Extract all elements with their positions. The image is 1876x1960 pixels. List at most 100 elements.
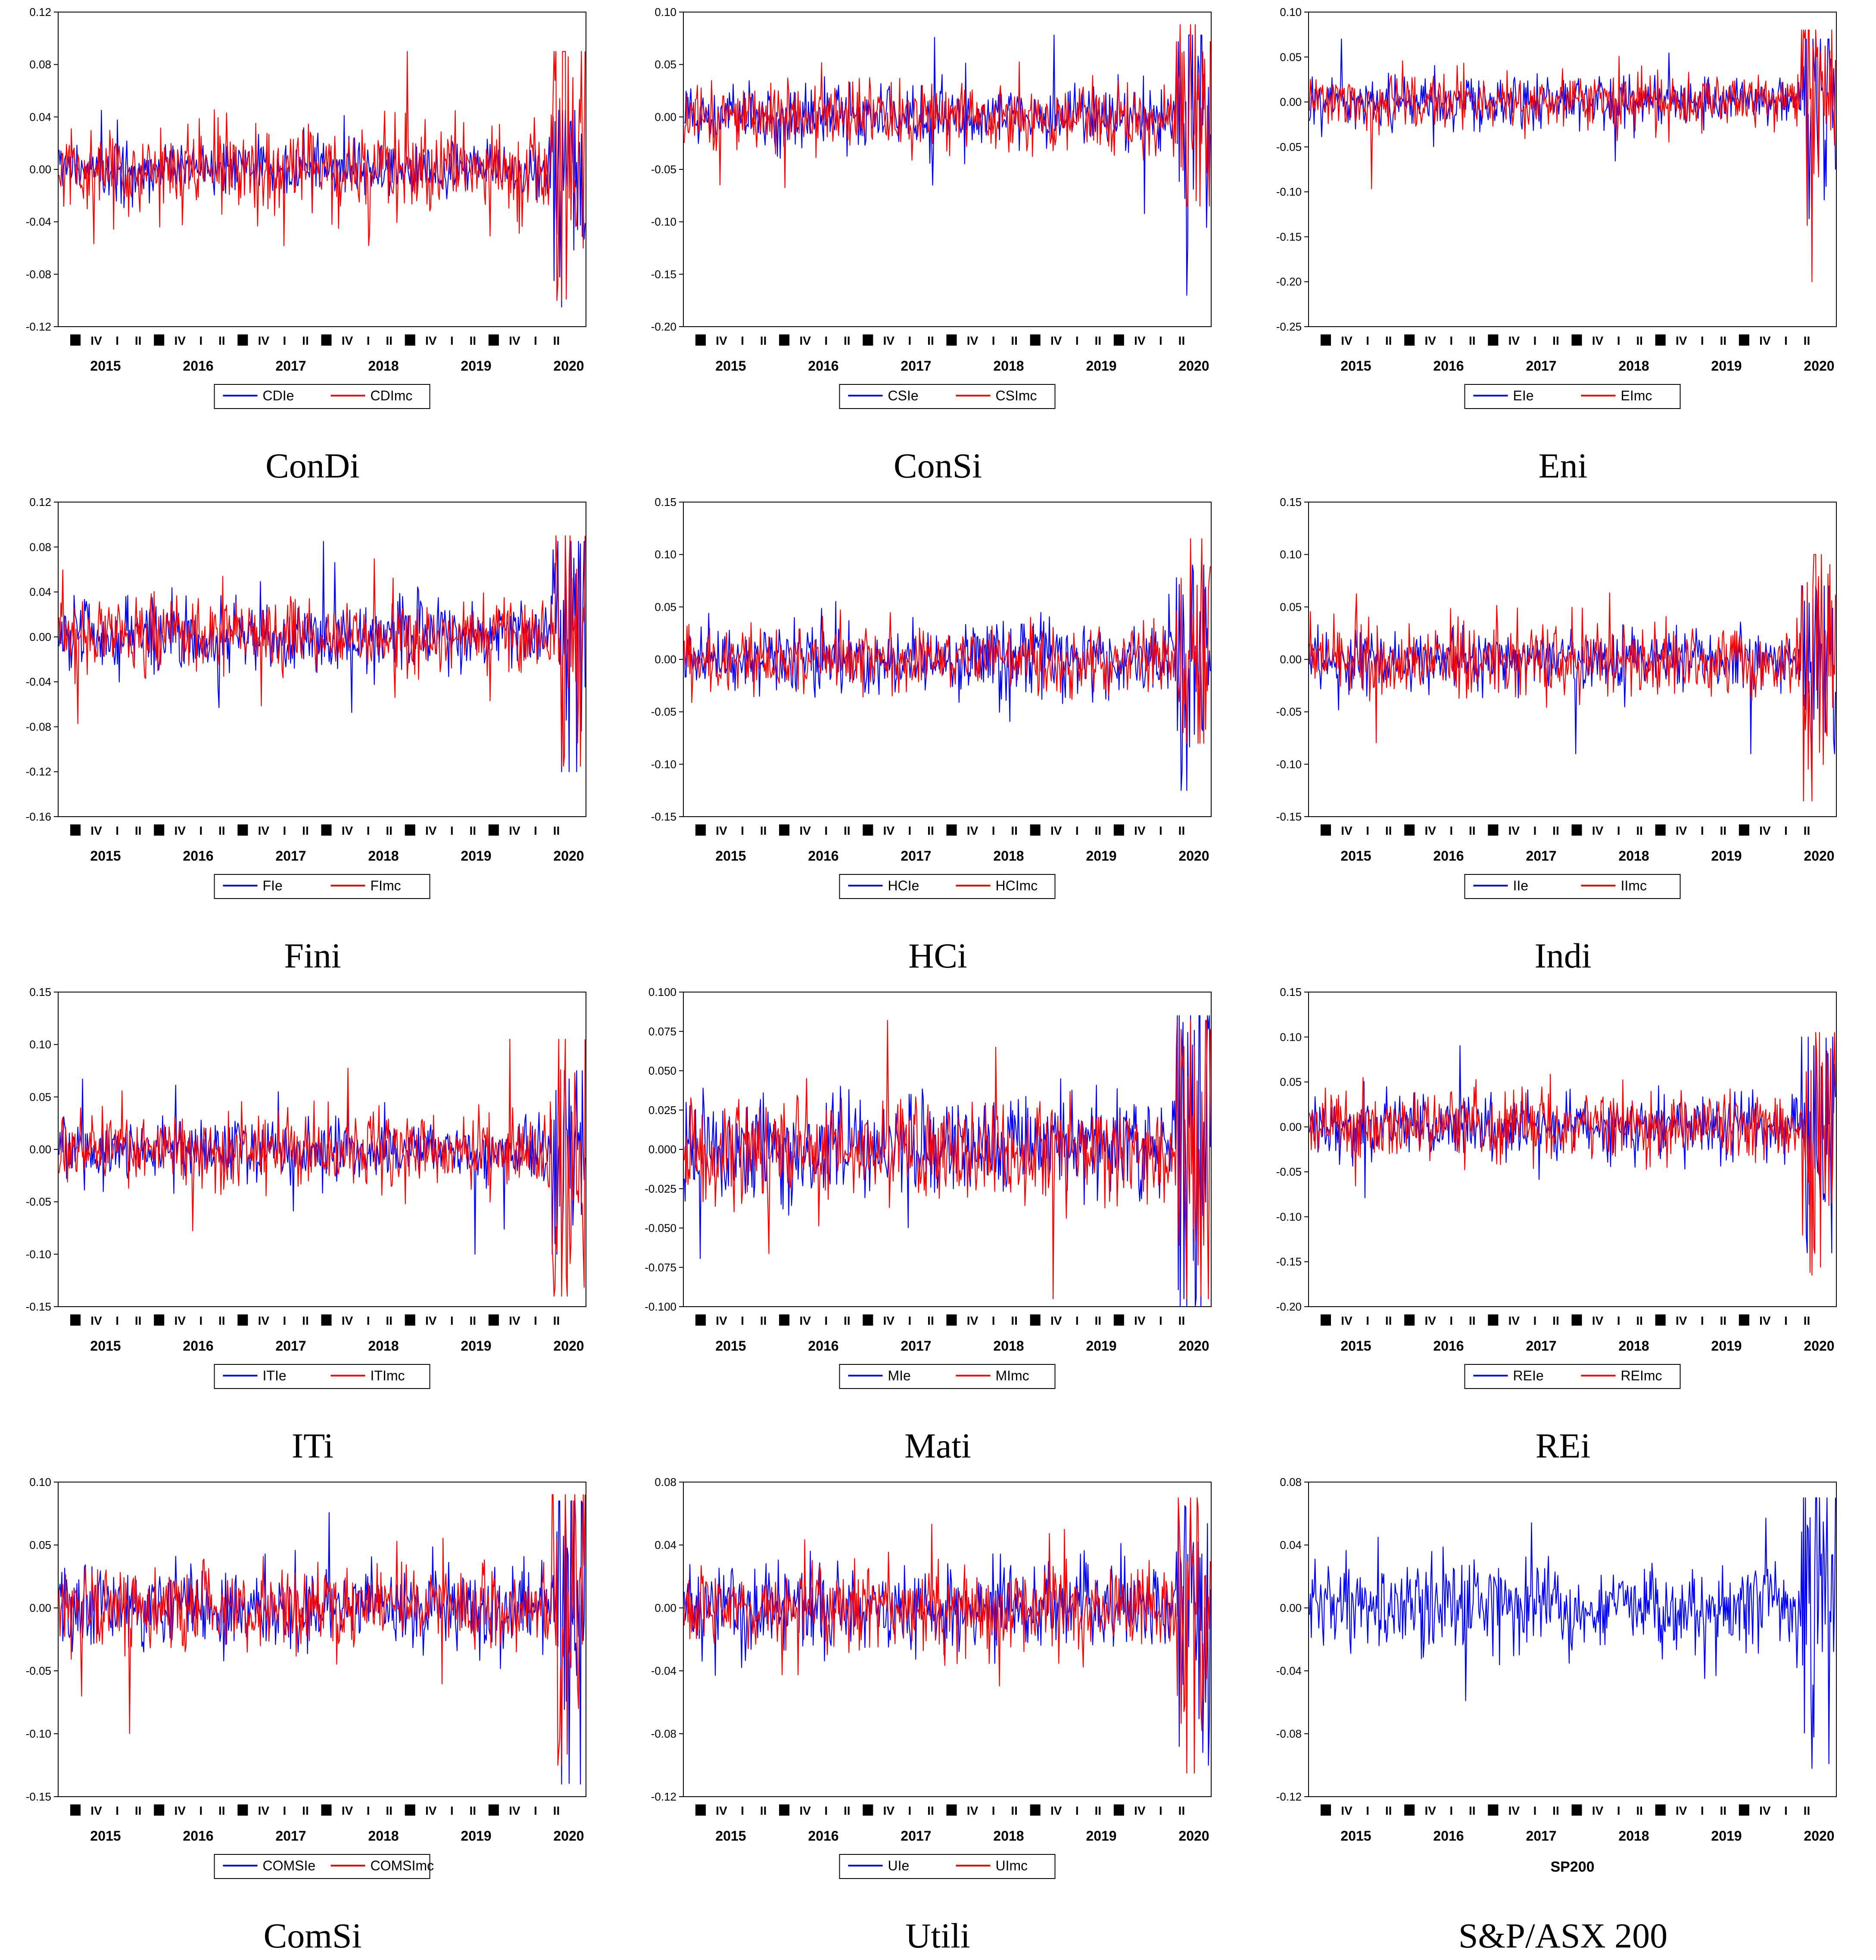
quarter-label: IV — [425, 334, 437, 347]
year-label: 2015 — [1340, 1338, 1371, 1354]
quarter-mark — [321, 334, 332, 346]
y-tick-label: 0.05 — [29, 1539, 51, 1551]
legend-entry: HCImc — [996, 878, 1038, 893]
quarter-mark — [779, 1804, 790, 1816]
series-line-CDImc — [58, 51, 586, 301]
quarter-label: II — [1385, 824, 1392, 837]
year-label: 2019 — [1086, 1828, 1116, 1844]
plot-frame — [683, 1482, 1212, 1797]
legend-entry: COMSIe — [263, 1858, 316, 1873]
quarter-label: II — [844, 824, 851, 837]
quarter-label: IV — [1341, 824, 1352, 837]
y-tick-label: -0.08 — [651, 1727, 676, 1740]
quarter-label: II — [553, 824, 560, 837]
year-label: 2019 — [461, 1338, 491, 1354]
quarter-label: II — [1552, 334, 1559, 347]
y-tick-label: -0.08 — [1276, 1727, 1302, 1740]
year-label: 2017 — [901, 1338, 931, 1354]
quarter-label: IV — [799, 1804, 811, 1817]
year-label: 2016 — [808, 848, 838, 864]
quarter-label: II — [218, 1804, 225, 1817]
y-tick-label: -0.08 — [26, 268, 51, 281]
series-line-HCImc — [683, 538, 1211, 744]
y-tick-label: -0.05 — [651, 163, 676, 176]
quarter-mark — [405, 1314, 415, 1326]
y-tick-label: -0.12 — [651, 1790, 676, 1803]
legend-entry: MImc — [996, 1368, 1029, 1383]
quarter-label: II — [844, 334, 851, 347]
y-tick-label: -0.16 — [26, 810, 51, 823]
legend-entry: CSImc — [996, 388, 1037, 403]
quarter-label: II — [302, 1314, 309, 1327]
quarter-label: I — [1617, 824, 1620, 837]
quarter-label: IV — [1676, 334, 1687, 347]
quarter-label: I — [1784, 1804, 1788, 1817]
y-tick-label: -0.10 — [26, 1248, 51, 1261]
quarter-label: I — [1366, 334, 1369, 347]
year-label: 2019 — [1711, 1828, 1742, 1844]
y-tick-label: 0.15 — [1280, 496, 1302, 509]
panel-caption: REi — [1535, 1426, 1591, 1465]
quarter-label: IV — [174, 334, 186, 347]
quarter-label: II — [135, 334, 142, 347]
quarter-mark — [779, 1314, 790, 1326]
chart-panel-2: 0.10 0.05 0.00 -0.05 -0.10 -0.15 -0.20 IV I II IV I… — [625, 0, 1250, 490]
series-line-COMSImc — [58, 1494, 586, 1766]
quarter-label: II — [1011, 824, 1018, 837]
chart-panel-12: 0.08 0.04 0.00 -0.04 -0.08 -0.12 IV I II IV I II IV I… — [1250, 1470, 1876, 1960]
quarter-label: II — [844, 1314, 851, 1327]
year-label: 2019 — [461, 358, 491, 374]
quarter-label: I — [534, 1314, 537, 1327]
year-label: 2016 — [1433, 1338, 1464, 1354]
series-line-CDIe — [58, 110, 586, 308]
quarter-mark — [863, 1314, 873, 1326]
legend-entry: ITImc — [371, 1368, 405, 1383]
year-label: 2017 — [1526, 358, 1556, 374]
quarter-label: IV — [509, 1314, 520, 1327]
quarter-label: II — [470, 1804, 477, 1817]
year-label: 2016 — [183, 1338, 213, 1354]
quarter-label: II — [1720, 1804, 1727, 1817]
quarter-label: IV — [1424, 334, 1436, 347]
quarter-label: IV — [90, 1804, 102, 1817]
legend-entry: FImc — [371, 878, 401, 893]
quarter-label: I — [1617, 1804, 1620, 1817]
quarter-label: II — [553, 334, 560, 347]
y-tick-label: 0.05 — [1280, 600, 1302, 613]
quarter-label: IV — [967, 1314, 979, 1327]
legend-entry: CSIe — [888, 388, 919, 403]
quarter-label: IV — [509, 1804, 520, 1817]
y-tick-label: 0.00 — [654, 1601, 676, 1614]
y-tick-label: 0.00 — [29, 1143, 51, 1156]
quarter-label: IV — [342, 824, 353, 837]
year-label: 2016 — [808, 358, 838, 374]
year-label: 2016 — [808, 1338, 838, 1354]
quarter-label: IV — [509, 334, 520, 347]
quarter-label: II — [218, 824, 225, 837]
year-label: 2015 — [1340, 848, 1371, 864]
quarter-mark — [70, 334, 81, 346]
quarter-mark — [237, 334, 248, 346]
quarter-mark — [1113, 334, 1124, 346]
quarter-mark — [1739, 334, 1749, 346]
year-label: 2018 — [993, 1338, 1024, 1354]
quarter-label: I — [1784, 824, 1788, 837]
quarter-mark — [1321, 1804, 1331, 1816]
quarter-label: IV — [1341, 1314, 1352, 1327]
quarter-label: I — [1075, 1804, 1079, 1817]
quarter-mark — [1404, 1804, 1415, 1816]
year-label: 2016 — [183, 1828, 213, 1844]
y-tick-label: 0.05 — [654, 58, 676, 71]
y-tick-label: 0.00 — [29, 163, 51, 176]
y-tick-label: -0.10 — [1276, 758, 1302, 771]
quarter-label: II — [1469, 334, 1476, 347]
quarter-label: I — [824, 334, 828, 347]
quarter-mark — [863, 1804, 873, 1816]
year-label: 2015 — [90, 1828, 121, 1844]
quarter-label: IV — [883, 1804, 895, 1817]
quarter-label: I — [1784, 334, 1788, 347]
panel-caption: Mati — [904, 1426, 971, 1465]
quarter-label: IV — [799, 1314, 811, 1327]
quarter-label: IV — [425, 824, 437, 837]
